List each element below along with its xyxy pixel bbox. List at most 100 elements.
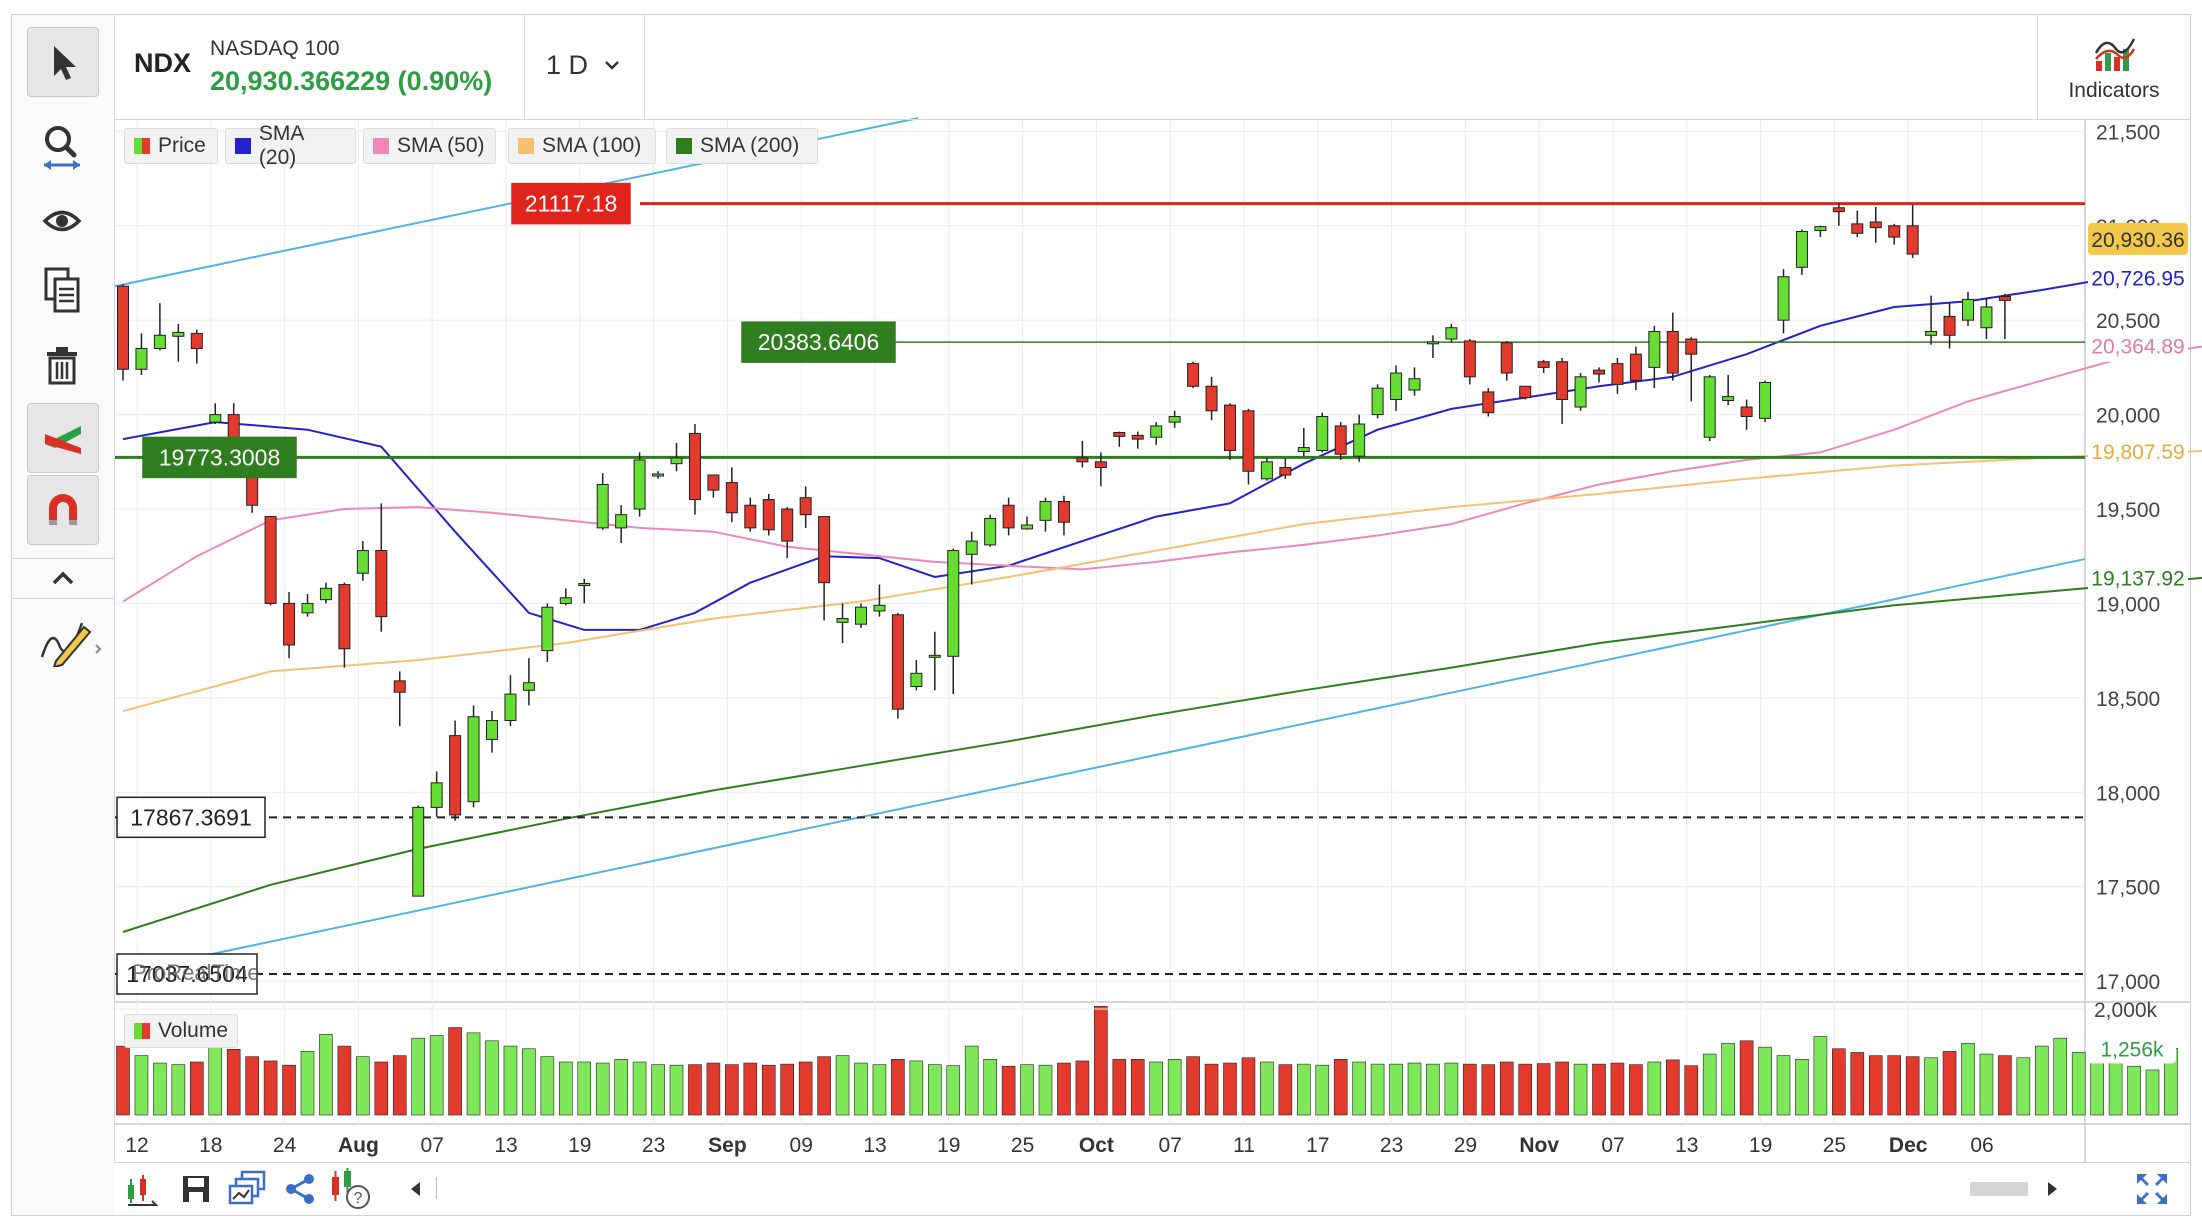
candle-body: [1076, 457, 1089, 463]
candle-body: [1648, 331, 1661, 368]
magnet-tool-button[interactable]: [27, 475, 99, 545]
candle-body: [910, 672, 923, 688]
trend-tool-button[interactable]: [27, 403, 99, 473]
x-tick-label: 12: [125, 1134, 148, 1157]
volume-bar: [1112, 1059, 1127, 1116]
candle-body: [1943, 315, 1956, 336]
volume-bar: [300, 1051, 315, 1116]
pointer-tool-button[interactable]: [27, 27, 99, 97]
y-tick-label: 20,500: [2096, 310, 2160, 333]
candle-body: [947, 550, 960, 657]
candle-body: [172, 331, 185, 337]
horizontal-scrollbar-thumb[interactable]: [1970, 1182, 2028, 1196]
instrument-name: NASDAQ 100: [210, 37, 340, 60]
replay-button[interactable]: [124, 1171, 160, 1207]
visibility-tool-button[interactable]: [27, 187, 97, 255]
copy-tool-button[interactable]: [27, 257, 97, 325]
candle-body: [1519, 385, 1532, 399]
interval-selector[interactable]: 1 D: [546, 45, 636, 85]
volume-bar: [356, 1056, 370, 1116]
price-tag-text: 20,364.89: [2091, 336, 2184, 359]
candle-body: [1205, 385, 1218, 412]
volume-bar: [466, 1032, 481, 1116]
legend-sma-20[interactable]: SMA (20): [225, 122, 356, 169]
x-tick-label: 25: [1011, 1134, 1034, 1157]
volume-bar: [540, 1056, 555, 1116]
volume-swatch-icon: [134, 1023, 150, 1039]
interval-label: 1 D: [546, 49, 589, 80]
volume-bar: [651, 1064, 665, 1116]
zoom-tool-button[interactable]: [27, 113, 97, 181]
share-button[interactable]: [282, 1171, 318, 1207]
candle-body: [541, 606, 554, 652]
save-button[interactable]: [180, 1173, 212, 1205]
sma-20-line: [122, 276, 2116, 631]
x-tick-label: 25: [1823, 1134, 1846, 1157]
volume-bar: [1776, 1055, 1791, 1116]
candle-body: [1094, 461, 1107, 468]
candle-body: [1390, 372, 1403, 400]
indicators-button[interactable]: Indicators: [2038, 15, 2190, 119]
volume-bar: [1426, 1063, 1440, 1116]
candle-body: [928, 654, 941, 658]
volume-bar: [1666, 1059, 1680, 1116]
x-tick-label: Aug: [338, 1134, 379, 1157]
candle-body: [1629, 353, 1642, 382]
x-tick-label: 29: [1454, 1134, 1477, 1157]
collapse-toolbar-button[interactable]: [48, 563, 78, 593]
volume-bar: [1297, 1063, 1311, 1116]
volume-bar: [946, 1065, 961, 1116]
volume-bar: [337, 1045, 352, 1116]
x-tick-label: 19: [1749, 1134, 1772, 1157]
drawing-tools-button[interactable]: [38, 617, 102, 669]
candle-body: [1039, 500, 1052, 521]
volume-bar: [392, 1055, 407, 1116]
scroll-right-button[interactable]: [2040, 1177, 2064, 1201]
legend-sma-200[interactable]: SMA (200): [666, 128, 818, 164]
volume-bar: [1167, 1059, 1182, 1116]
volume-bar: [190, 1061, 204, 1116]
volume-tag-box: [2088, 1033, 2176, 1064]
level-label-20383: 20383.6406: [741, 321, 896, 363]
legend-sma-100[interactable]: SMA (100): [508, 128, 656, 164]
x-tick-label: Dec: [1889, 1134, 1928, 1157]
fullscreen-button[interactable]: [2134, 1171, 2170, 1207]
x-tick-label: 23: [1380, 1134, 1403, 1157]
volume-bar: [1758, 1046, 1772, 1116]
x-tick-label: 19: [937, 1134, 960, 1157]
windows-layout-icon: [228, 1170, 266, 1205]
scroll-left-button[interactable]: [404, 1177, 428, 1201]
price-swatch-icon: [134, 138, 150, 154]
legend-sma-50[interactable]: SMA (50): [363, 128, 496, 164]
sma-200-line: [122, 576, 2202, 933]
volume-bar: [1518, 1063, 1532, 1116]
legend-price[interactable]: Price: [124, 128, 218, 164]
y-tick-label: 19,500: [2096, 499, 2160, 522]
level-label-20383-text: 20383.6406: [758, 329, 880, 355]
candle-body: [1925, 331, 1938, 336]
delete-tool-button[interactable]: [27, 331, 97, 399]
candle-body: [670, 457, 683, 465]
help-button[interactable]: ?: [328, 1167, 372, 1211]
candle-body: [1150, 425, 1163, 438]
volume-bar: [1075, 1060, 1090, 1116]
sma100-swatch-icon: [518, 138, 534, 154]
candle-body: [818, 516, 831, 584]
x-tick-label: 17: [1306, 1134, 1329, 1157]
candle-body: [338, 584, 351, 650]
candle-body: [1574, 376, 1587, 408]
left-toolbar: [12, 15, 115, 1215]
x-tick-label: 11: [1233, 1134, 1255, 1157]
volume-bar: [2071, 1052, 2086, 1116]
legend-volume[interactable]: Volume: [124, 1014, 238, 1048]
candle-body: [688, 432, 701, 501]
volume-bar: [1961, 1043, 1975, 1116]
volume-bar: [964, 1045, 979, 1116]
y-tick-label: 21,500: [2096, 121, 2160, 144]
layouts-button[interactable]: [228, 1169, 268, 1209]
candle-body: [1814, 226, 1827, 232]
volume-bar: [1721, 1043, 1735, 1116]
volume-bar: [558, 1061, 573, 1116]
share-icon: [286, 1174, 314, 1204]
